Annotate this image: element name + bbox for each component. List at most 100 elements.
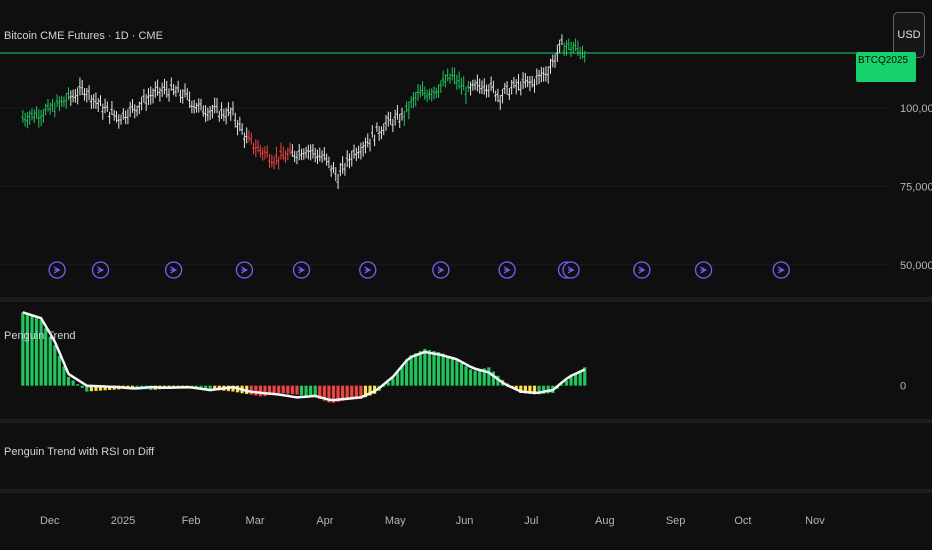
time-axis-label: Dec xyxy=(40,515,60,527)
trend-bar xyxy=(578,370,582,386)
trend-bar xyxy=(98,385,103,391)
trend-line xyxy=(22,311,586,402)
trend-bar xyxy=(299,385,304,396)
trend-histogram xyxy=(21,312,587,403)
trend-bar xyxy=(418,351,422,386)
trend-bar xyxy=(309,385,313,397)
trend-bar xyxy=(231,385,235,392)
trend-bar xyxy=(414,353,418,386)
time-axis-label: 2025 xyxy=(111,515,135,527)
trend-bar xyxy=(103,385,107,391)
trend-bar xyxy=(254,385,258,396)
trend-bar xyxy=(194,385,199,388)
trend-bar xyxy=(44,328,48,386)
event-marker-arrow xyxy=(437,266,445,274)
time-axis-label: Aug xyxy=(595,515,615,527)
time-axis-label: Nov xyxy=(805,515,825,527)
trend-bar xyxy=(363,385,368,398)
time-axis-label: May xyxy=(385,515,406,527)
trend-bar xyxy=(459,363,464,386)
trend-bar xyxy=(446,355,450,386)
trend-bar xyxy=(528,385,532,394)
event-marker-icon xyxy=(164,261,183,279)
trend-bar xyxy=(386,382,390,386)
trend-bar xyxy=(249,385,253,395)
event-marker-arrow xyxy=(298,266,305,274)
trend-bar xyxy=(331,385,336,403)
event-marker-icon xyxy=(292,261,311,279)
trend-bar xyxy=(395,372,400,386)
trend-bar xyxy=(85,385,89,392)
trend-bar xyxy=(583,367,587,386)
trend-bar xyxy=(341,385,345,401)
trend-bar xyxy=(450,357,454,386)
trend-bar xyxy=(272,385,276,395)
price-tick-label: 50,000 xyxy=(900,260,932,272)
trend-bar xyxy=(478,369,482,386)
trend-bar xyxy=(423,349,427,386)
trend-bar xyxy=(203,385,208,389)
trend-bar xyxy=(53,345,57,386)
event-marker-icon xyxy=(359,261,377,279)
trend-bar xyxy=(208,385,212,390)
trend-bar xyxy=(25,314,30,386)
trend-bar xyxy=(350,385,354,400)
trend-bar xyxy=(213,385,217,390)
event-marker-arrow xyxy=(241,266,248,274)
trend-bar xyxy=(71,380,75,386)
trend-bar xyxy=(427,350,432,386)
trend-bar xyxy=(94,385,98,391)
event-marker-icon xyxy=(432,261,450,279)
time-axis-label: Apr xyxy=(316,515,333,527)
trend-bar xyxy=(267,385,272,396)
event-marker-icon xyxy=(48,261,66,279)
trend-bar xyxy=(336,385,340,402)
trend-bar xyxy=(432,351,436,386)
trend-bar xyxy=(391,378,395,386)
trend-bar xyxy=(130,385,135,388)
trend-bar xyxy=(542,385,546,394)
price-bars xyxy=(21,34,586,190)
event-marker-arrow xyxy=(700,266,707,274)
trend-bar xyxy=(523,385,527,394)
currency-button[interactable]: USD xyxy=(893,12,925,58)
trend-bar xyxy=(359,385,363,399)
time-axis-label: Jul xyxy=(524,515,538,527)
event-marker-arrow xyxy=(638,266,646,274)
trend-bar xyxy=(277,385,281,393)
trend-bar xyxy=(382,385,386,387)
trend-bar xyxy=(57,355,61,386)
trend-bar xyxy=(491,371,495,386)
trend-bar xyxy=(304,385,308,396)
trend-bar xyxy=(514,385,518,390)
event-marker-arrow xyxy=(567,266,575,274)
trend-bar xyxy=(327,385,331,403)
trend-bar xyxy=(39,319,43,386)
trend-bar xyxy=(34,317,39,386)
time-axis-label: Sep xyxy=(666,515,686,527)
trend-bar xyxy=(441,353,445,386)
pane-divider-2 xyxy=(0,419,932,423)
event-marker-arrow xyxy=(503,266,511,274)
trend-bar xyxy=(546,385,550,394)
event-marker-arrow xyxy=(53,266,61,274)
event-marker-arrow xyxy=(777,266,785,274)
trend-bar xyxy=(345,385,349,401)
event-marker-arrow xyxy=(170,266,177,274)
trend-bar xyxy=(199,385,203,389)
event-marker-icon xyxy=(633,261,651,279)
trend-bar xyxy=(404,359,409,386)
trend-bar xyxy=(564,380,569,386)
price-tick-label: 100,000 xyxy=(900,103,932,115)
event-marker-icon xyxy=(91,261,110,279)
trend-bar xyxy=(281,385,285,394)
trend-bar xyxy=(76,384,80,386)
time-axis-label: Oct xyxy=(734,515,751,527)
trend-bar xyxy=(66,376,71,386)
trend-bar xyxy=(537,385,541,395)
event-marker-icon xyxy=(562,261,580,279)
trend-bar xyxy=(400,365,404,386)
event-marker-icon xyxy=(694,261,713,279)
time-axis-label: Jun xyxy=(456,515,474,527)
